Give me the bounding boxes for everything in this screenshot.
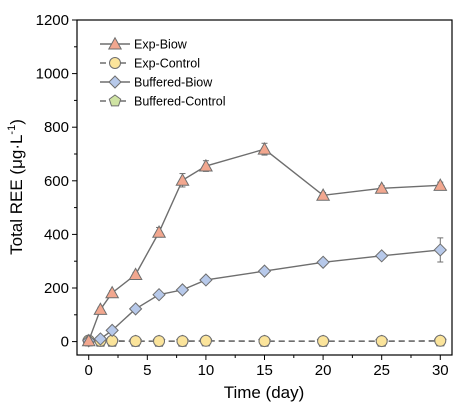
- point-exp-biow-9: [374, 181, 389, 194]
- point-exp-biow-10: [433, 178, 448, 191]
- point-exp-biow-0: [81, 333, 96, 347]
- legend-item-buffered-biow: Buffered-Biow: [100, 75, 213, 90]
- point-buffered-biow-7: [257, 264, 272, 278]
- point-exp-control-10: [434, 334, 447, 347]
- point-exp-biow-2: [105, 285, 120, 299]
- legend-marker-buffered-control: [108, 94, 122, 107]
- legend-marker-buffered-biow: [108, 75, 122, 89]
- x-axis-title: Time (day): [224, 383, 305, 402]
- legend-label-exp-biow: Exp-Biow: [134, 38, 188, 52]
- point-exp-control-6: [199, 334, 212, 347]
- y-axis-title-superscript: -1: [6, 125, 18, 135]
- legend-item-buffered-control: Buffered-Control: [100, 94, 226, 109]
- y-tick-label-2: 400: [44, 226, 69, 243]
- series-buffered-biow: [82, 237, 447, 348]
- point-buffered-biow-4: [152, 287, 166, 302]
- x-tick-label-4: 20: [315, 362, 332, 379]
- legend-label-buffered-biow: Buffered-Biow: [134, 76, 213, 90]
- point-exp-control-7: [258, 335, 271, 348]
- point-buffered-biow-1: [93, 332, 108, 346]
- point-buffered-biow-3: [128, 302, 143, 316]
- y-axis-title-close: ): [7, 119, 26, 125]
- y-axis-title-main: Total REE (μg·L: [7, 135, 26, 255]
- point-buffered-biow-2: [105, 323, 119, 338]
- series-exp-biow: [81, 141, 448, 347]
- axes-layer: 0 5 10 15 20 25 30 0 200 400 600 800 1000 1200: [36, 12, 449, 379]
- legend-marker-exp-control: [109, 57, 121, 69]
- legend-marker-exp-biow: [107, 36, 123, 50]
- series-line-exp-biow: [88, 148, 441, 342]
- point-buffered-biow-9: [374, 249, 389, 263]
- point-exp-biow-5: [175, 173, 190, 186]
- y-tick-label-5: 1000: [36, 66, 69, 83]
- x-tick-label-0: 0: [85, 362, 93, 379]
- point-exp-biow-6: [198, 158, 213, 172]
- point-exp-control-9: [375, 335, 388, 348]
- series-layer: [81, 141, 448, 348]
- y-tick-label-0: 0: [61, 334, 69, 351]
- x-tick-label-5: 25: [373, 362, 390, 379]
- series-exp-control: [82, 334, 447, 348]
- y-tick-label-4: 800: [44, 119, 69, 136]
- point-buffered-biow-8: [316, 255, 330, 269]
- point-exp-control-8: [317, 335, 330, 348]
- point-exp-control-5: [176, 335, 189, 348]
- y-tick-label-6: 1200: [36, 12, 69, 29]
- x-tick-label-6: 30: [432, 362, 449, 379]
- legend-item-exp-biow: Exp-Biow: [100, 36, 188, 52]
- point-buffered-biow-5: [175, 283, 190, 297]
- x-tick-label-2: 10: [198, 362, 215, 379]
- point-exp-biow-8: [316, 188, 331, 201]
- y-tick-label-3: 600: [44, 173, 69, 190]
- point-exp-biow-1: [93, 302, 108, 315]
- legend-label-exp-control: Exp-Control: [134, 57, 200, 71]
- x-tick-label-3: 15: [256, 362, 273, 379]
- point-buffered-biow-10: [433, 243, 447, 257]
- point-exp-control-3: [129, 335, 142, 348]
- point-exp-biow-3: [128, 267, 143, 281]
- point-exp-biow-4: [151, 225, 167, 238]
- point-exp-control-4: [153, 335, 166, 348]
- point-buffered-biow-6: [199, 273, 213, 287]
- legend: Exp-Biow Exp-Control Buffered-Biow Buffered…: [100, 36, 226, 109]
- legend-item-exp-control: Exp-Control: [100, 57, 200, 71]
- y-axis-title: Total REE (μg·L-1): [6, 119, 26, 255]
- point-exp-biow-7: [257, 141, 272, 155]
- y-tick-label-1: 200: [44, 280, 69, 297]
- legend-label-buffered-control: Buffered-Control: [134, 95, 226, 109]
- x-tick-label-1: 5: [143, 362, 151, 379]
